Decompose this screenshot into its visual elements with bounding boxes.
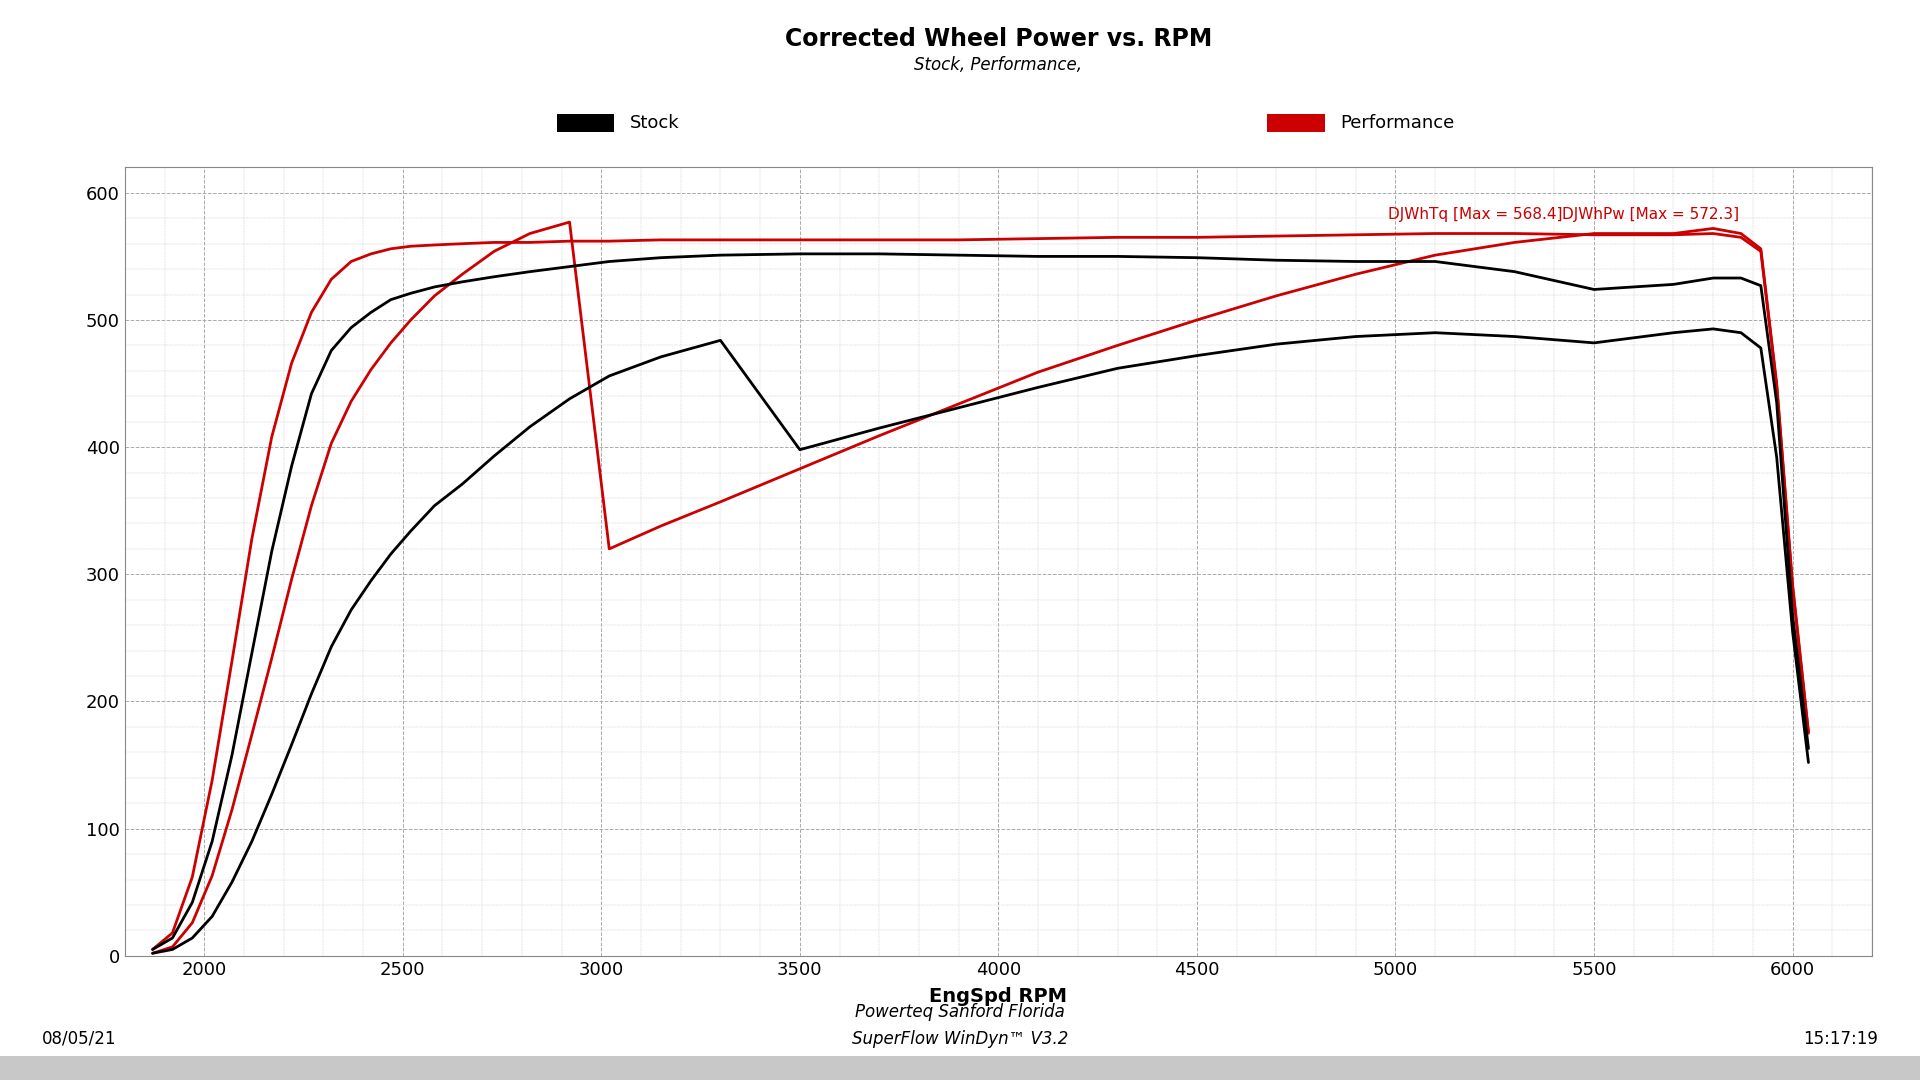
- Text: DJWhPw [Max = 572.3]: DJWhPw [Max = 572.3]: [1563, 207, 1740, 222]
- Text: Stock, Performance,: Stock, Performance,: [914, 56, 1083, 75]
- Text: Stock: Stock: [630, 114, 680, 132]
- Text: 15:17:19: 15:17:19: [1803, 1029, 1878, 1048]
- X-axis label: EngSpd RPM: EngSpd RPM: [929, 987, 1068, 1005]
- Text: SuperFlow WinDyn™ V3.2: SuperFlow WinDyn™ V3.2: [852, 1029, 1068, 1048]
- Text: 08/05/21: 08/05/21: [42, 1029, 117, 1048]
- Text: Corrected Wheel Power vs. RPM: Corrected Wheel Power vs. RPM: [785, 27, 1212, 51]
- Text: Performance: Performance: [1340, 114, 1455, 132]
- Text: Powerteq Sanford Florida: Powerteq Sanford Florida: [854, 1002, 1066, 1021]
- Text: DJWhTq [Max = 568.4]: DJWhTq [Max = 568.4]: [1388, 207, 1563, 222]
